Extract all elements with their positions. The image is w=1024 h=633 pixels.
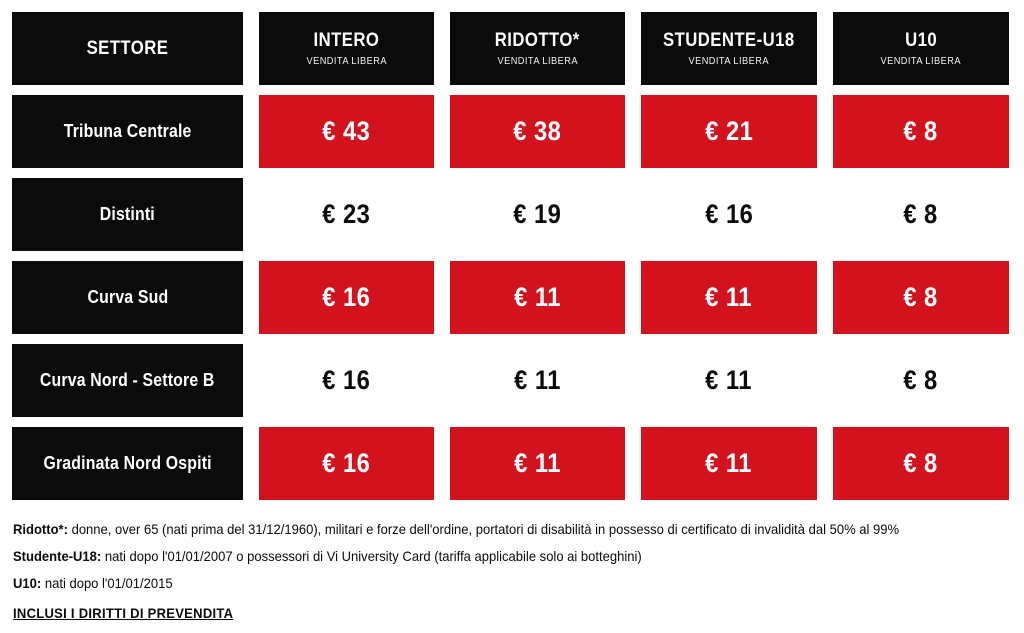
column-title: STUDENTE-U18 [663,30,795,51]
sector-cell-distinti: Distinti [12,178,243,251]
sector-label: Tribuna Centrale [63,121,192,141]
price-cell: € 11 [641,261,817,334]
price-cell: € 16 [259,427,434,500]
column-header-ridotto: RIDOTTO* VENDITA LIBERA [450,12,625,85]
price-value: € 16 [704,199,754,229]
price-cell: € 11 [641,427,817,500]
price-value: € 23 [322,199,371,229]
price-value: € 16 [322,365,371,395]
price-value: € 16 [322,282,371,312]
price-value: € 43 [322,116,371,146]
column-title: INTERO [313,30,380,51]
column-title: RIDOTTO* [495,30,580,51]
column-header-settore: SETTORE [12,12,243,85]
price-value: € 21 [704,116,754,146]
price-value: € 8 [903,116,939,146]
column-subtitle: VENDITA LIBERA [306,55,387,67]
price-cell: € 8 [833,344,1009,417]
price-cell: € 16 [259,344,434,417]
note-studente-u18-label: Studente-U18: [13,548,102,564]
column-title: U10 [904,30,937,51]
price-cell: € 43 [259,95,434,168]
price-cell: € 11 [450,427,625,500]
note-ridotto: Ridotto*: donne, over 65 (nati prima del… [13,520,953,538]
column-subtitle: VENDITA LIBERA [497,55,578,67]
price-cell: € 8 [833,178,1009,251]
column-subtitle: VENDITA LIBERA [688,55,770,67]
price-cell: € 16 [641,178,817,251]
price-value: € 11 [514,448,561,478]
price-cell: € 38 [450,95,625,168]
price-cell: € 19 [450,178,625,251]
sector-cell-curva-sud: Curva Sud [12,261,243,334]
price-value: € 16 [322,448,371,478]
column-header-studente-u18: STUDENTE-U18 VENDITA LIBERA [641,12,817,85]
price-value: € 11 [514,282,561,312]
price-cell: € 11 [450,261,625,334]
price-cell: € 23 [259,178,434,251]
column-header-intero: INTERO VENDITA LIBERA [259,12,434,85]
price-cell: € 21 [641,95,817,168]
price-value: € 11 [705,365,753,395]
price-value: € 11 [514,365,561,395]
footnotes: Ridotto*: donne, over 65 (nati prima del… [13,520,1024,622]
sector-label: Gradinata Nord Ospiti [43,453,212,473]
price-value: € 38 [513,116,562,146]
column-header-settore-label: SETTORE [86,37,169,59]
price-cell: € 11 [641,344,817,417]
sector-label: Curva Sud [87,287,168,307]
price-value: € 11 [705,282,753,312]
note-ridotto-text: donne, over 65 (nati prima del 31/12/196… [67,521,900,537]
price-cell: € 8 [833,95,1009,168]
sector-label: Distinti [99,204,156,224]
column-header-u10: U10 VENDITA LIBERA [833,12,1009,85]
price-cell: € 8 [833,427,1009,500]
sector-label: Curva Nord - Settore B [40,370,215,390]
note-prevendita: INCLUSI I DIRITTI DI PREVENDITA [13,605,234,621]
note-u10-text: nati dopo l'01/01/2015 [41,575,173,591]
note-ridotto-label: Ridotto*: [13,521,68,537]
price-cell: € 16 [259,261,434,334]
sector-cell-curva-nord-settore-b: Curva Nord - Settore B [12,344,243,417]
price-value: € 8 [903,282,939,312]
price-value: € 8 [903,448,939,478]
note-u10-label: U10: [13,575,42,591]
sector-cell-gradinata-nord-ospiti: Gradinata Nord Ospiti [12,427,243,500]
price-cell: € 8 [833,261,1009,334]
note-studente-u18-text: nati dopo l'01/01/2007 o possessori di V… [101,548,642,564]
price-table: SETTORE INTERO VENDITA LIBERA RIDOTTO* V… [12,12,1009,500]
column-subtitle: VENDITA LIBERA [880,55,962,67]
note-studente-u18: Studente-U18: nati dopo l'01/01/2007 o p… [13,547,953,565]
price-cell: € 11 [450,344,625,417]
price-value: € 8 [903,365,939,395]
price-value: € 11 [705,448,753,478]
sector-cell-tribuna-centrale: Tribuna Centrale [12,95,243,168]
price-value: € 8 [903,199,939,229]
price-value: € 19 [513,199,562,229]
note-u10: U10: nati dopo l'01/01/2015 [13,574,953,592]
